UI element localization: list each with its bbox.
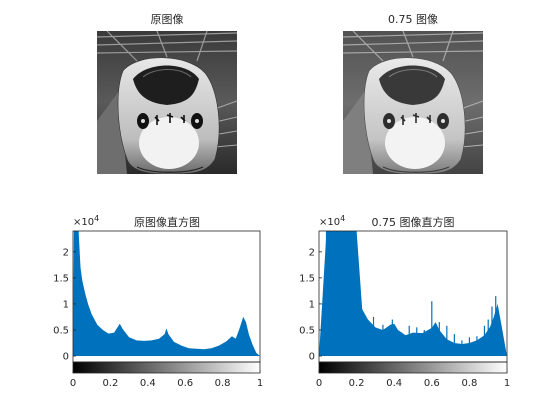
y-tick-label: 1	[63, 299, 69, 310]
histogram-title-original: 原图像直方图	[134, 215, 200, 229]
x-tick-label: 0.8	[215, 378, 231, 389]
histogram-area	[73, 231, 260, 356]
y-tick-label: 1.5	[299, 273, 315, 284]
axes-box-gamma	[318, 230, 508, 363]
y-tick-label: 0	[63, 352, 69, 363]
y-ticks-gamma: 0 0.5 1 1.5 2	[299, 247, 322, 363]
y-tick-label: 2	[63, 247, 69, 258]
colorbar-original	[72, 361, 261, 374]
y-ticks-original: 0 0.5 1 1.5 2	[53, 247, 76, 363]
colorbar-gamma	[318, 361, 508, 374]
y-exponent-power: 4	[94, 214, 99, 223]
y-tick-label: 1.5	[53, 273, 69, 284]
histogram-original: 原图像直方图 ×104 0 0.5 1 1.5 2 0 0.2 0.4 0.6 0.8 1	[53, 214, 263, 389]
x-tick-label: 0.4	[386, 378, 402, 389]
x-tick-label: 0	[70, 378, 76, 389]
histogram-bars-original	[73, 231, 260, 356]
image-panel-gamma: 0.75 图像	[343, 13, 483, 174]
x-tick-label: 1	[257, 378, 263, 389]
y-tick-label: 1	[309, 299, 315, 310]
y-tick-label: 0	[309, 352, 315, 363]
image-panel-original: 原图像	[97, 13, 237, 174]
histogram-title-gamma: 0.75 图像直方图	[372, 215, 455, 229]
x-tick-label: 0.6	[424, 378, 440, 389]
image-title-original: 原图像	[151, 13, 184, 26]
y-exponent-power: 4	[340, 214, 345, 223]
image-title-gamma: 0.75 图像	[388, 13, 438, 26]
train-image-gamma	[343, 31, 483, 174]
y-exponent-times: ×10	[319, 217, 340, 228]
x-tick-label: 0.8	[461, 378, 477, 389]
train-image-original	[97, 31, 237, 174]
y-exponent-label-gamma: ×104	[319, 214, 345, 228]
histogram-bars-gamma	[319, 231, 507, 356]
x-tick-label: 0.6	[177, 378, 193, 389]
axes-box-original	[72, 230, 261, 363]
x-tick-label: 0.2	[349, 378, 365, 389]
y-tick-label: 0.5	[299, 325, 315, 336]
x-tick-label: 1	[504, 378, 510, 389]
histogram-gamma: 0.75 图像直方图 ×104 0 0.5 1 1.5 2 0 0.2 0.4 0.6 0.8 1	[299, 214, 510, 389]
histogram-area	[319, 231, 507, 356]
y-tick-label: 2	[309, 247, 315, 258]
y-exponent-label-original: ×104	[73, 214, 99, 228]
x-tick-label: 0	[316, 378, 322, 389]
y-tick-label: 0.5	[53, 325, 69, 336]
x-tick-label: 0.2	[102, 378, 118, 389]
y-exponent-times: ×10	[73, 217, 94, 228]
x-tick-label: 0.4	[140, 378, 156, 389]
